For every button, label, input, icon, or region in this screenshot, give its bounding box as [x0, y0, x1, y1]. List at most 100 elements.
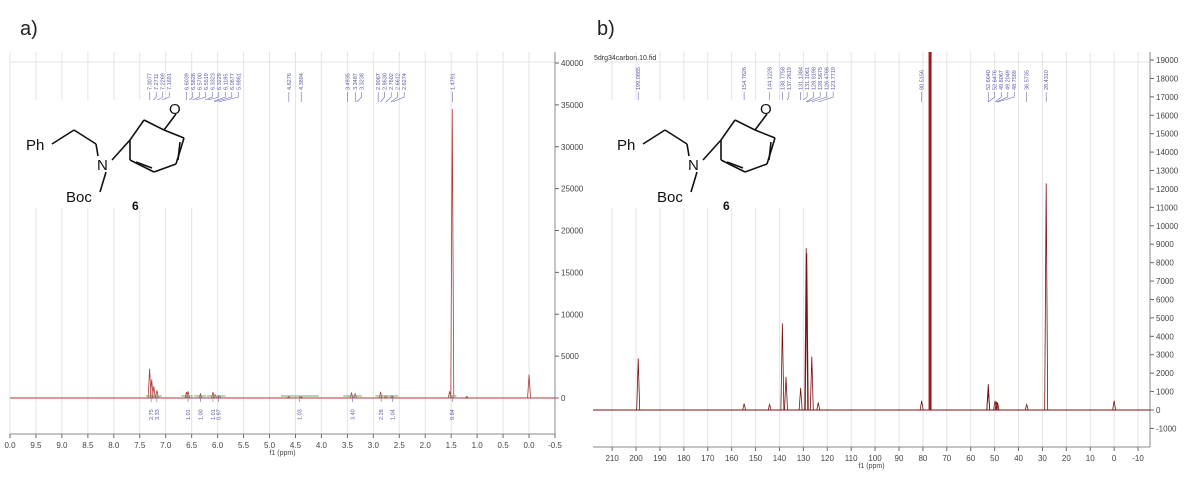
peak: [299, 396, 303, 399]
peak: [636, 358, 641, 411]
peak: [217, 394, 222, 399]
peak-label-tick: [996, 92, 1009, 103]
double-bond: [726, 161, 744, 169]
phenyl-label: Ph: [26, 137, 44, 154]
x-tick-label: 5.5: [238, 441, 250, 450]
peak-label: 3.4935: [346, 73, 352, 90]
peak-label: 144.1228: [768, 67, 774, 90]
peak: [378, 391, 383, 399]
x-tick-label: 0.0: [4, 441, 16, 450]
peak-label-tick: [385, 92, 392, 103]
peak: [986, 391, 991, 411]
peak-label-tick: [380, 92, 385, 103]
integral-label: 1.01: [211, 409, 217, 420]
x-tick-label: 8.5: [82, 441, 94, 450]
integral-label: 1.00: [198, 409, 204, 420]
x-tick-label: 210: [605, 454, 619, 463]
y-tick-label: 13000: [1156, 167, 1179, 176]
peak-label-tick: [390, 92, 398, 103]
peak-label: 6.5828: [191, 73, 197, 90]
peak-label: 131.1384: [799, 67, 805, 90]
peak-label-tick: [211, 92, 226, 103]
peak: [816, 402, 821, 411]
peak: [809, 356, 814, 411]
oxygen-label: O: [169, 101, 181, 118]
y-tick-label: 0: [561, 394, 566, 403]
peak-label-tick: [392, 92, 405, 103]
bond: [744, 163, 768, 173]
y-tick-label: 5000: [1156, 314, 1174, 323]
bond: [153, 163, 177, 173]
bond: [720, 159, 746, 173]
peak-label: 2.8630: [383, 73, 389, 90]
x-tick-label: 0.5: [498, 441, 510, 450]
peak-label: 7.1691: [167, 73, 173, 90]
bond: [664, 129, 688, 145]
y-tick-label: 10000: [1156, 222, 1179, 231]
x-tick-label: -10: [1132, 454, 1144, 463]
bond: [73, 129, 97, 145]
peak: [450, 109, 455, 399]
y-tick-label: 8000: [1156, 259, 1174, 268]
x-tick-label: 5.0: [264, 441, 276, 450]
y-tick-label: 7000: [1156, 277, 1174, 286]
peak: [527, 374, 531, 399]
peak: [198, 392, 203, 399]
peak-label: 128.5675: [818, 67, 824, 90]
peak: [151, 386, 156, 399]
x-tick-label: 3.5: [342, 441, 354, 450]
x-tick-label: 10: [1086, 454, 1095, 463]
peak-label-tick: [806, 92, 814, 103]
integral-label: 2.75: [149, 409, 155, 420]
peak: [464, 395, 469, 399]
peak-label: 1.4791: [450, 73, 456, 90]
peak-label: 2.6274: [402, 73, 408, 90]
x-tick-label: 90: [895, 454, 904, 463]
peak-label-tick: [818, 92, 834, 103]
x-tick-label: 140: [773, 454, 787, 463]
bond: [129, 119, 145, 141]
x-tick-label: 50: [990, 454, 999, 463]
x-tick-label: 1.0: [472, 441, 484, 450]
peak: [1024, 402, 1029, 411]
x-tick-label: 160: [725, 454, 739, 463]
peak-label: 6.1185: [223, 74, 229, 90]
peak-label: 80.5156: [920, 70, 926, 90]
x-tick-label: 3.0: [368, 441, 380, 450]
y-tick-label: 5000: [561, 352, 579, 361]
peak-label: 2.6612: [396, 73, 402, 90]
x-tick-label: 9.0: [56, 441, 68, 450]
bond: [686, 143, 690, 157]
peak-label: 6.5519: [204, 73, 210, 90]
bond: [754, 113, 768, 131]
peak-label: 6.3229: [217, 73, 223, 90]
peak-label: 5.9861: [236, 73, 242, 90]
peak-label: 28.4310: [1044, 70, 1050, 90]
x-tick-label: 6.0: [212, 441, 224, 450]
peak-label: 7.2269: [161, 73, 167, 90]
x-tick-label: 170: [701, 454, 715, 463]
x-tick-label: 120: [821, 454, 835, 463]
peak: [353, 392, 358, 399]
peak-label-tick: [806, 92, 821, 103]
integral-label: 3.40: [351, 409, 357, 420]
y-tick-label: 1000: [1156, 388, 1174, 397]
compound-number: 6: [132, 199, 139, 213]
bond: [163, 113, 177, 131]
bond: [642, 129, 666, 145]
x-tick-label: 200: [629, 454, 643, 463]
x-tick-label: 150: [749, 454, 763, 463]
y-tick-label: -1000: [1156, 424, 1177, 433]
bond: [768, 141, 772, 161]
y-tick-label: 12000: [1156, 185, 1179, 194]
x-tick-label: 190: [653, 454, 667, 463]
peak-label: 49.2049: [1006, 70, 1012, 90]
nitrogen-label: N: [97, 157, 108, 174]
y-tick-label: 6000: [1156, 295, 1174, 304]
peak-label: 36.5735: [1025, 70, 1031, 90]
bond: [690, 171, 698, 193]
x-tick-label: 180: [677, 454, 691, 463]
y-tick-label: 9000: [1156, 240, 1174, 249]
peak-label: 123.7719: [831, 67, 837, 90]
